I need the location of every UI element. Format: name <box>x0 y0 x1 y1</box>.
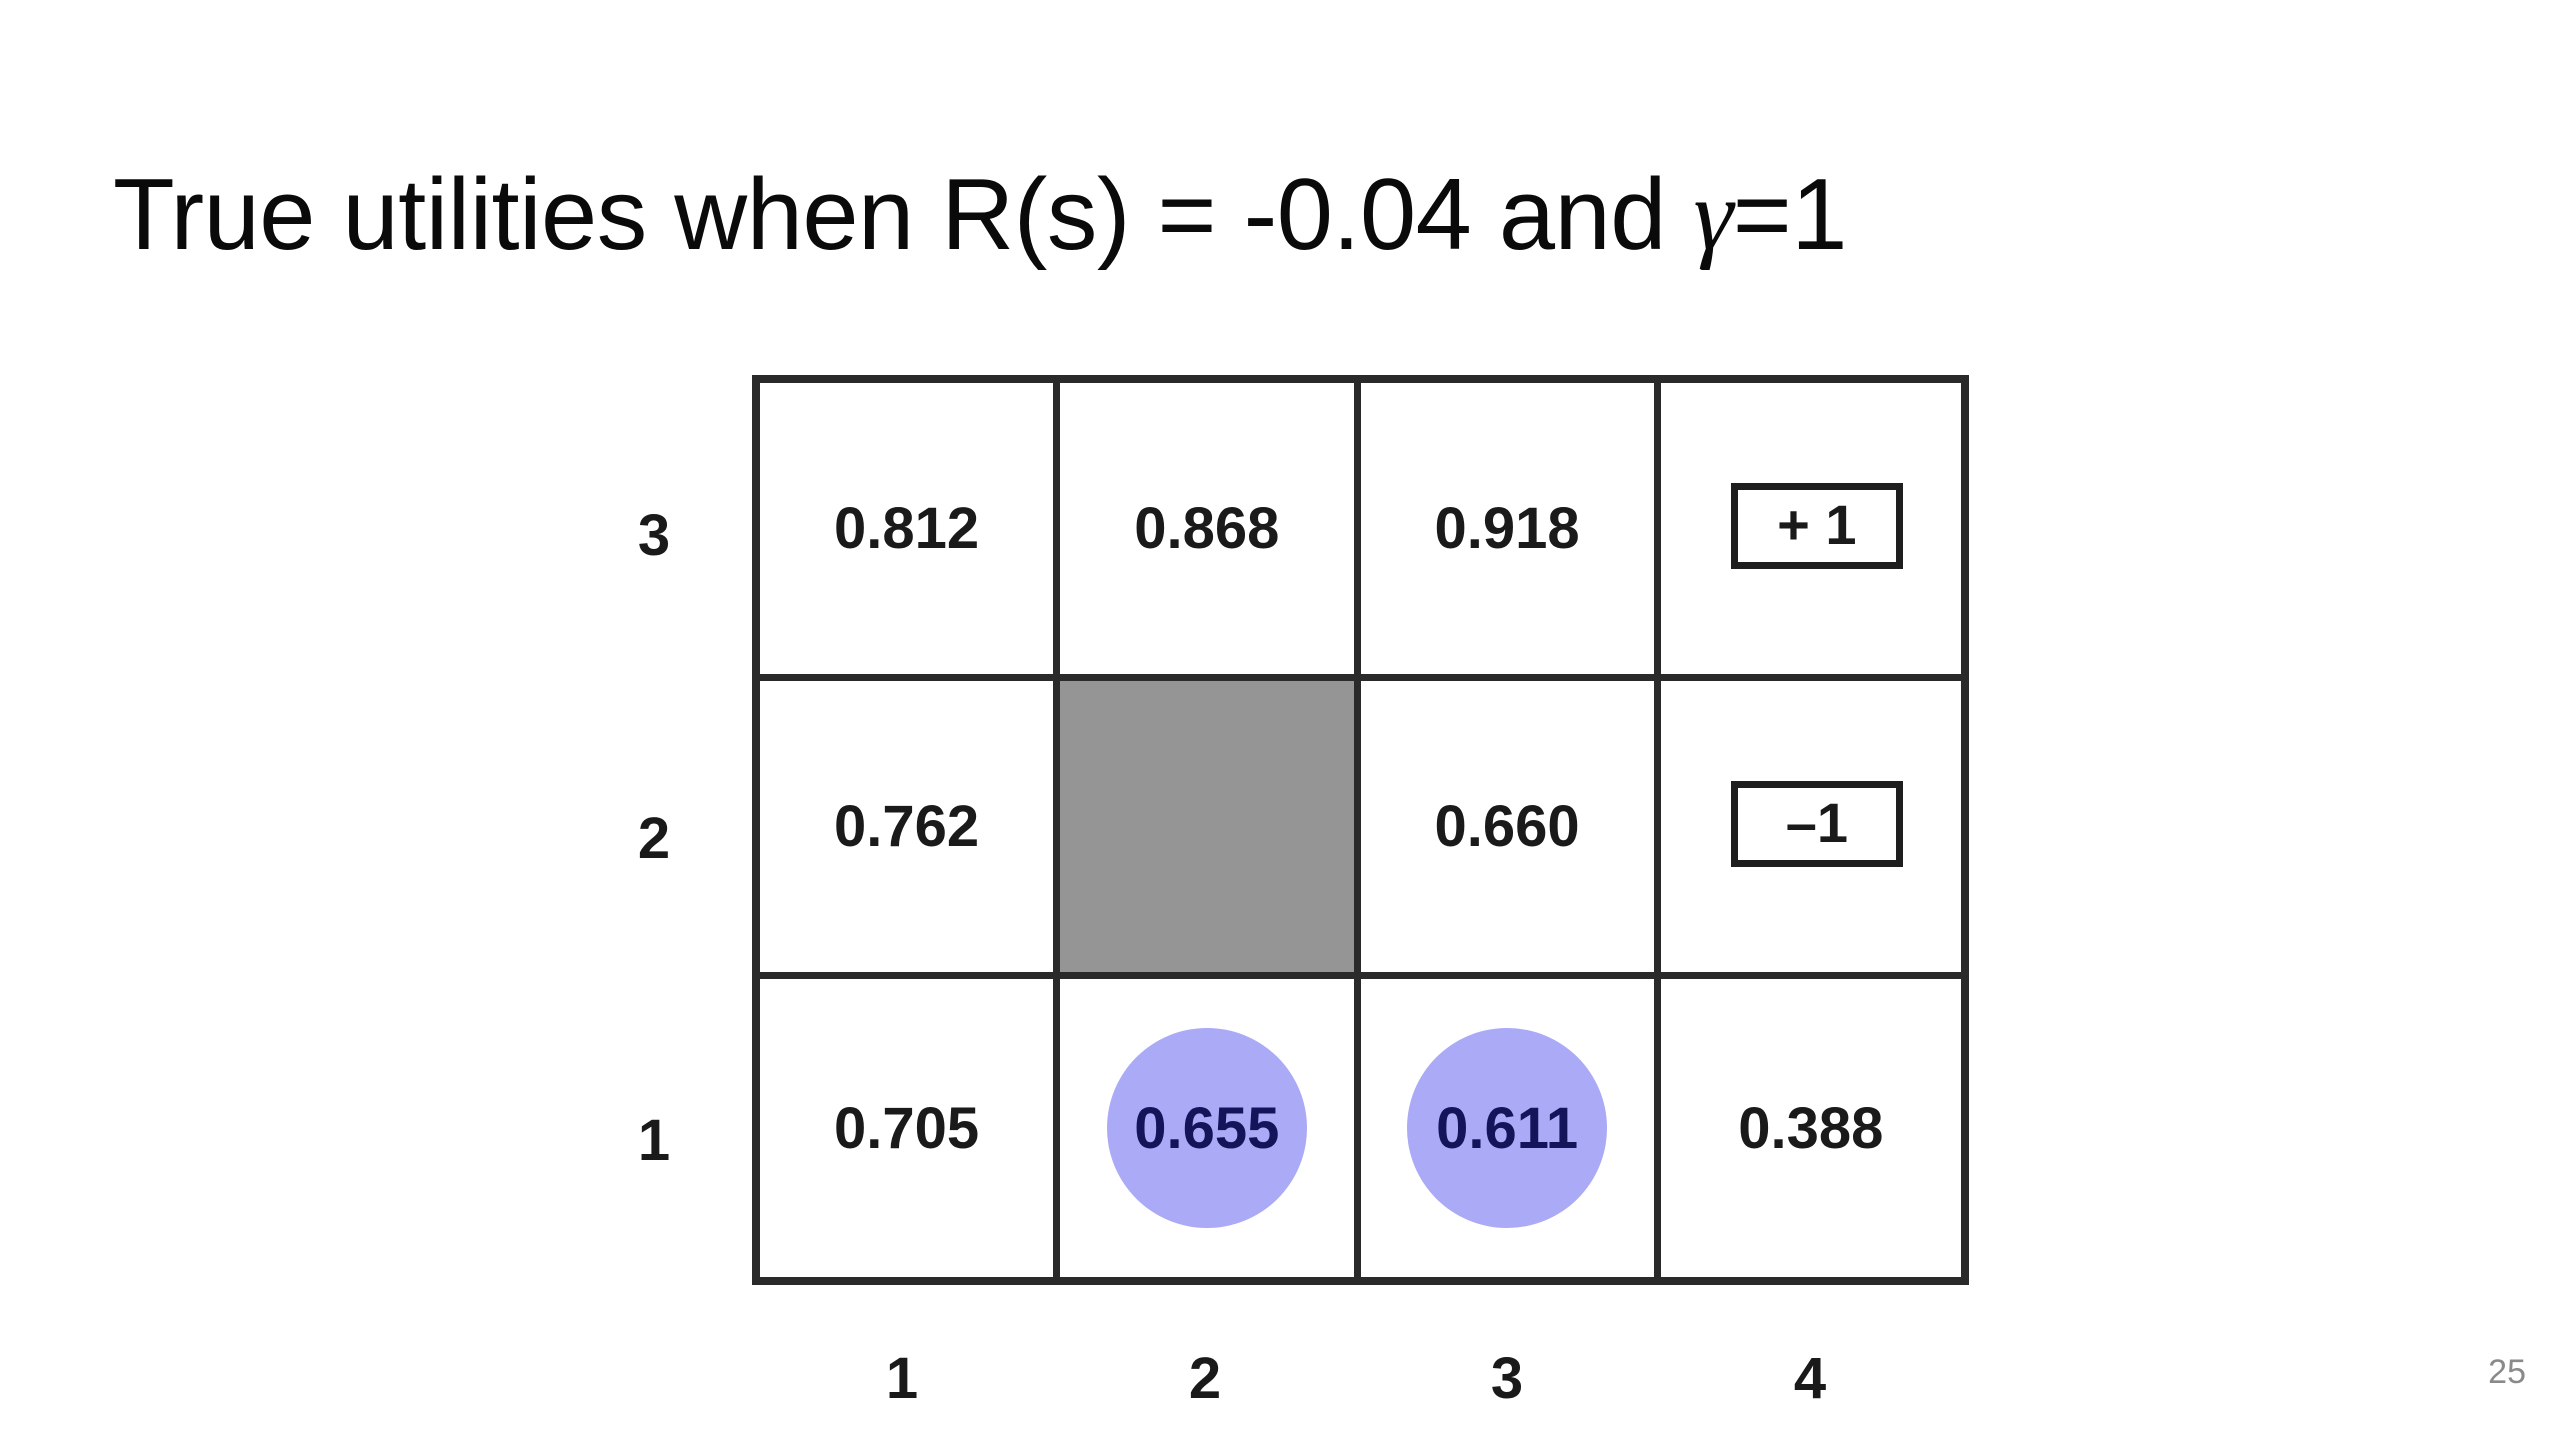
utility-value: 0.762 <box>834 794 980 859</box>
cell-4-2: –1 <box>1660 681 1961 979</box>
cell-2-3: 0.868 <box>1060 383 1361 681</box>
cell-3-1: 0.611 <box>1361 979 1661 1277</box>
title-suffix: =1 <box>1732 159 1848 271</box>
col-label-3: 3 <box>1490 1346 1524 1411</box>
row-label-3: 3 <box>637 503 671 568</box>
utility-value: 0.705 <box>834 1095 980 1161</box>
cell-3-2: 0.660 <box>1360 681 1661 979</box>
page-number: 25 <box>2488 1353 2526 1391</box>
row-label-1: 1 <box>637 1108 671 1173</box>
row-label-2: 2 <box>637 806 671 871</box>
utility-value: 0.388 <box>1738 1095 1884 1161</box>
highlight-circle <box>1106 1028 1307 1228</box>
utility-value: 0.918 <box>1434 496 1580 561</box>
gamma-symbol: γ <box>1693 159 1733 271</box>
cell-1-2: 0.762 <box>760 681 1061 979</box>
cell-1-3: 0.812 <box>760 383 1061 681</box>
utility-value: 0.660 <box>1434 794 1580 859</box>
cell-3-3: 0.918 <box>1360 383 1661 681</box>
col-label-2: 2 <box>1188 1346 1222 1411</box>
utility-value: 0.611 <box>1436 1095 1579 1161</box>
utility-value: 0.655 <box>1134 1095 1280 1161</box>
cell-1-1: 0.705 <box>760 979 1061 1277</box>
slide-title: True utilities when R(s) = -0.04 and γ=1 <box>113 150 1847 280</box>
cell-4-3: + 1 <box>1660 383 1961 681</box>
col-label-1: 1 <box>885 1346 919 1411</box>
col-label-4: 4 <box>1793 1346 1827 1411</box>
utility-value: 0.812 <box>834 496 980 561</box>
highlight-circle <box>1407 1028 1608 1228</box>
cell-2-1: 0.655 <box>1060 979 1361 1277</box>
cell-4-1: 0.388 <box>1661 979 1961 1277</box>
terminal-penalty-box: –1 <box>1730 780 1903 867</box>
title-text: True utilities when R(s) = -0.04 and <box>113 159 1694 271</box>
wall-cell <box>1060 681 1361 979</box>
utility-grid: 0.812 0.868 0.918 + 1 0.762 0.660 –1 0.7… <box>752 375 1969 1285</box>
terminal-reward-box: + 1 <box>1730 482 1903 569</box>
utility-value: 0.868 <box>1134 496 1280 561</box>
